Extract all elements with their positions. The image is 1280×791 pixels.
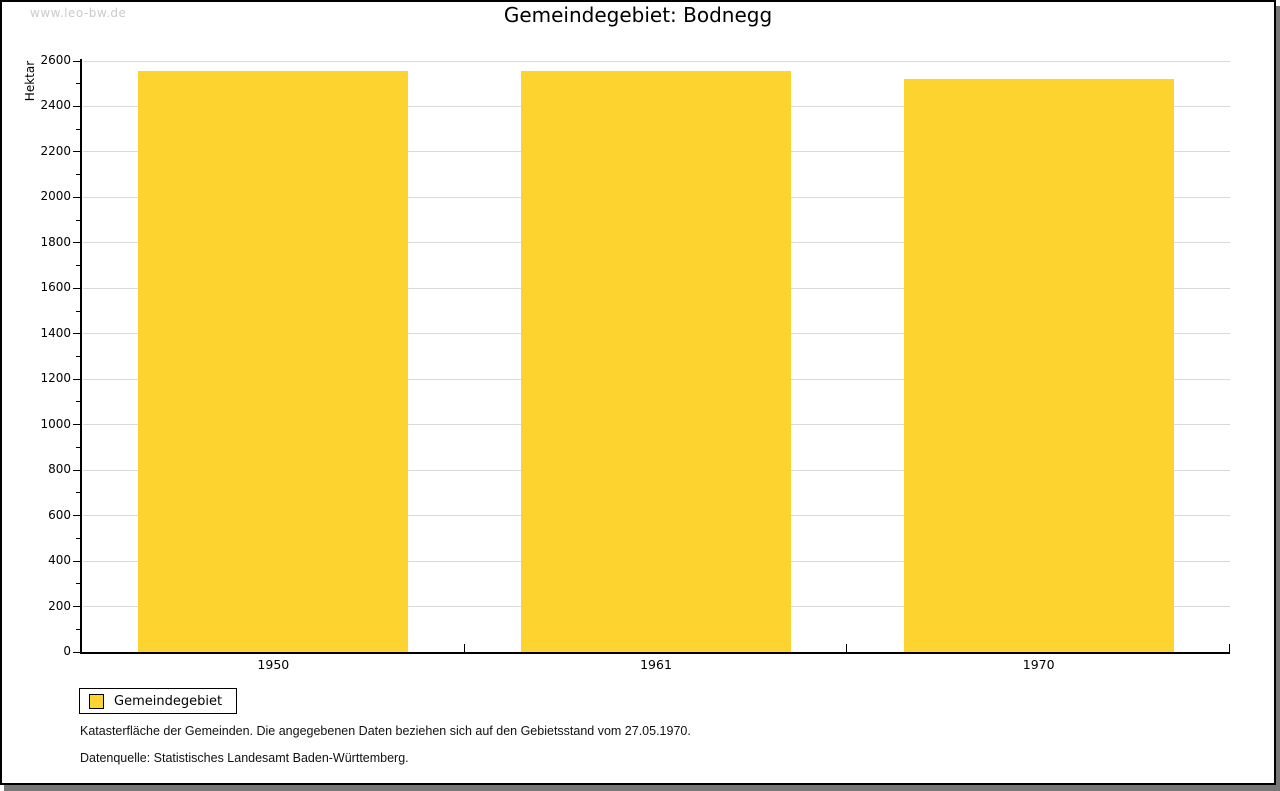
y-major-tick (73, 333, 81, 335)
y-minor-tick (76, 83, 81, 85)
x-axis-line (80, 652, 1230, 654)
legend-label: Gemeindegebiet (114, 693, 223, 709)
y-major-tick (73, 560, 81, 562)
y-minor-tick (76, 401, 81, 403)
y-minor-tick (76, 492, 81, 494)
y-tick-label: 200 (48, 598, 71, 613)
y-major-tick (73, 196, 81, 198)
footnote-datenquelle: Datenquelle: Statistisches Landesamt Bad… (80, 751, 409, 765)
y-minor-tick (76, 446, 81, 448)
y-axis-line (80, 59, 82, 654)
y-tick-label: 2200 (40, 143, 71, 158)
y-minor-tick (76, 219, 81, 221)
y-major-tick (73, 60, 81, 62)
y-tick-label: 1400 (40, 325, 71, 340)
legend: Gemeindegebiet (79, 688, 238, 714)
y-major-tick (73, 105, 81, 107)
footnote-gebietsstand: Katasterfläche der Gemeinden. Die angege… (80, 724, 691, 738)
y-tick-label: 2400 (40, 98, 71, 113)
watermark: www.leo-bw.de (30, 6, 127, 20)
y-minor-tick (76, 537, 81, 539)
x-boundary-tick (846, 644, 848, 652)
x-tick-label-1970: 1970 (1022, 657, 1055, 672)
bar-1961 (521, 71, 791, 652)
y-major-tick (73, 469, 81, 471)
y-minor-tick (76, 356, 81, 357)
x-boundary-tick (1229, 644, 1230, 652)
x-boundary-tick (463, 644, 465, 652)
x-tick-label-1961: 1961 (640, 657, 672, 672)
y-tick-label: 1800 (40, 234, 71, 249)
y-minor-tick (76, 583, 81, 585)
y-tick-label: 2600 (40, 53, 71, 67)
gridline (83, 60, 1230, 62)
y-tick-label: 2000 (40, 189, 71, 204)
bar-1950 (138, 71, 409, 652)
bar-1970 (903, 79, 1174, 652)
y-tick-label: 1200 (40, 371, 71, 386)
y-tick-label: 400 (48, 553, 71, 568)
y-major-tick (73, 287, 81, 289)
y-major-tick (73, 606, 81, 608)
y-tick-label: 1600 (40, 280, 71, 295)
legend-swatch (89, 693, 104, 709)
y-tick-label: 0 (63, 644, 71, 658)
y-minor-tick (76, 628, 81, 630)
y-tick-label: 1000 (40, 416, 71, 431)
y-minor-tick (76, 174, 81, 176)
y-tick-label: 600 (48, 507, 71, 522)
y-major-tick (73, 515, 81, 517)
y-major-tick (73, 378, 81, 380)
y-minor-tick (76, 128, 81, 130)
y-major-tick (73, 151, 81, 153)
y-major-tick (73, 651, 81, 653)
x-tick-label-1950: 1950 (257, 657, 290, 672)
y-minor-tick (76, 265, 81, 267)
y-tick-label: 800 (48, 462, 71, 477)
y-major-tick (73, 242, 81, 244)
y-minor-tick (76, 310, 81, 312)
y-major-tick (73, 424, 81, 426)
chart-title: Gemeindegebiet: Bodnegg (503, 3, 773, 27)
